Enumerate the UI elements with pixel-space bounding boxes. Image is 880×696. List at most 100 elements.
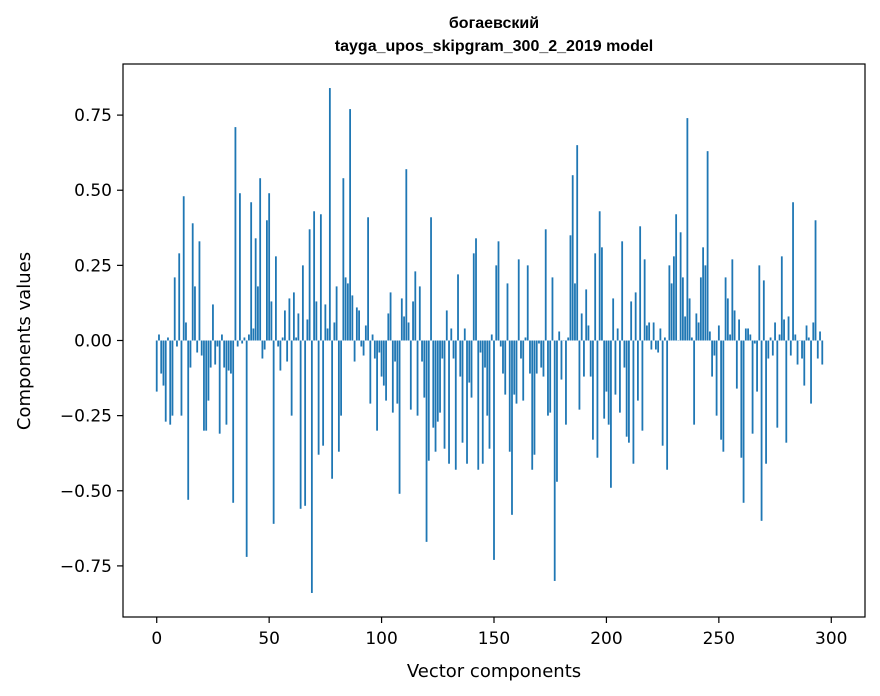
bar bbox=[297, 313, 300, 341]
bar bbox=[405, 169, 408, 341]
bar bbox=[178, 253, 181, 341]
bar bbox=[592, 340, 594, 440]
bar bbox=[376, 340, 378, 431]
bar bbox=[731, 259, 734, 341]
bar bbox=[574, 283, 576, 341]
bar bbox=[583, 340, 585, 377]
x-axis-ticks: 0 50 100 150 200 250 300 bbox=[151, 617, 847, 649]
bar bbox=[488, 340, 491, 449]
bar bbox=[479, 340, 482, 353]
bar bbox=[517, 259, 520, 341]
bar bbox=[576, 145, 579, 341]
bar bbox=[205, 340, 208, 431]
bar bbox=[796, 340, 799, 365]
bar bbox=[317, 340, 320, 455]
bar bbox=[333, 322, 336, 341]
bar bbox=[430, 217, 432, 341]
bar bbox=[690, 337, 693, 341]
bar bbox=[189, 340, 192, 368]
bar bbox=[792, 202, 794, 341]
bar bbox=[765, 340, 767, 464]
bar bbox=[441, 340, 444, 359]
bar bbox=[257, 286, 259, 341]
bar bbox=[436, 340, 439, 422]
bar bbox=[266, 220, 268, 341]
bar bbox=[686, 118, 689, 341]
bar bbox=[515, 340, 518, 404]
bar bbox=[733, 310, 736, 341]
bar bbox=[414, 271, 417, 341]
bar bbox=[367, 217, 369, 341]
bar bbox=[468, 340, 471, 383]
x-tick-label: 300 bbox=[815, 629, 847, 649]
bar bbox=[547, 340, 549, 416]
bar bbox=[524, 337, 527, 341]
bar bbox=[373, 340, 376, 359]
bar bbox=[695, 313, 698, 341]
bar bbox=[641, 340, 644, 431]
bar bbox=[601, 247, 603, 341]
bar bbox=[243, 337, 246, 341]
bar bbox=[481, 340, 484, 464]
bar bbox=[814, 220, 817, 341]
bar bbox=[652, 322, 655, 341]
bar bbox=[717, 325, 720, 341]
bar bbox=[713, 340, 716, 356]
bar bbox=[236, 340, 239, 347]
bar bbox=[774, 322, 776, 341]
bar bbox=[304, 340, 307, 506]
bar bbox=[702, 247, 705, 341]
bar bbox=[659, 328, 662, 341]
bar bbox=[506, 283, 509, 341]
bar bbox=[616, 328, 619, 341]
bar bbox=[164, 340, 167, 422]
bar bbox=[335, 286, 338, 341]
bar bbox=[283, 310, 286, 341]
bar bbox=[596, 340, 599, 458]
x-tick-label: 0 bbox=[151, 629, 162, 649]
bar bbox=[819, 331, 821, 341]
bar bbox=[753, 340, 756, 344]
bar bbox=[785, 340, 788, 443]
bar bbox=[328, 88, 331, 341]
bar bbox=[173, 277, 176, 341]
bar bbox=[816, 340, 819, 359]
bar bbox=[234, 127, 237, 341]
bar bbox=[360, 340, 363, 347]
bar bbox=[720, 340, 722, 440]
bar bbox=[182, 196, 185, 341]
bar bbox=[162, 340, 165, 386]
bar bbox=[466, 340, 468, 464]
y-tick-label: −0.25 bbox=[60, 407, 112, 427]
x-tick-label: 100 bbox=[365, 629, 397, 649]
bar bbox=[412, 301, 414, 341]
bar bbox=[396, 340, 399, 404]
bar bbox=[445, 310, 448, 341]
bar bbox=[744, 328, 747, 341]
chart-subtitle: tayga_upos_skipgram_300_2_2019 model bbox=[335, 38, 653, 55]
bar bbox=[807, 337, 810, 341]
bar bbox=[756, 340, 758, 392]
bar bbox=[299, 340, 302, 509]
bar bbox=[268, 193, 271, 341]
bar bbox=[551, 277, 554, 341]
bar bbox=[603, 340, 606, 419]
x-axis-label: Vector components bbox=[407, 661, 581, 682]
bar bbox=[214, 340, 217, 365]
bar bbox=[625, 340, 628, 437]
bar bbox=[239, 193, 241, 341]
bar bbox=[194, 286, 196, 341]
bar bbox=[434, 340, 437, 452]
bar bbox=[767, 340, 770, 359]
bar bbox=[794, 334, 797, 341]
bar bbox=[448, 340, 450, 464]
bar bbox=[567, 337, 570, 341]
bar bbox=[801, 340, 803, 359]
bar bbox=[679, 232, 682, 341]
bar bbox=[281, 337, 284, 341]
y-tick-label: −0.75 bbox=[60, 557, 112, 577]
bar bbox=[646, 325, 648, 341]
bar bbox=[196, 340, 199, 353]
bar bbox=[803, 340, 806, 386]
bar bbox=[295, 337, 298, 341]
